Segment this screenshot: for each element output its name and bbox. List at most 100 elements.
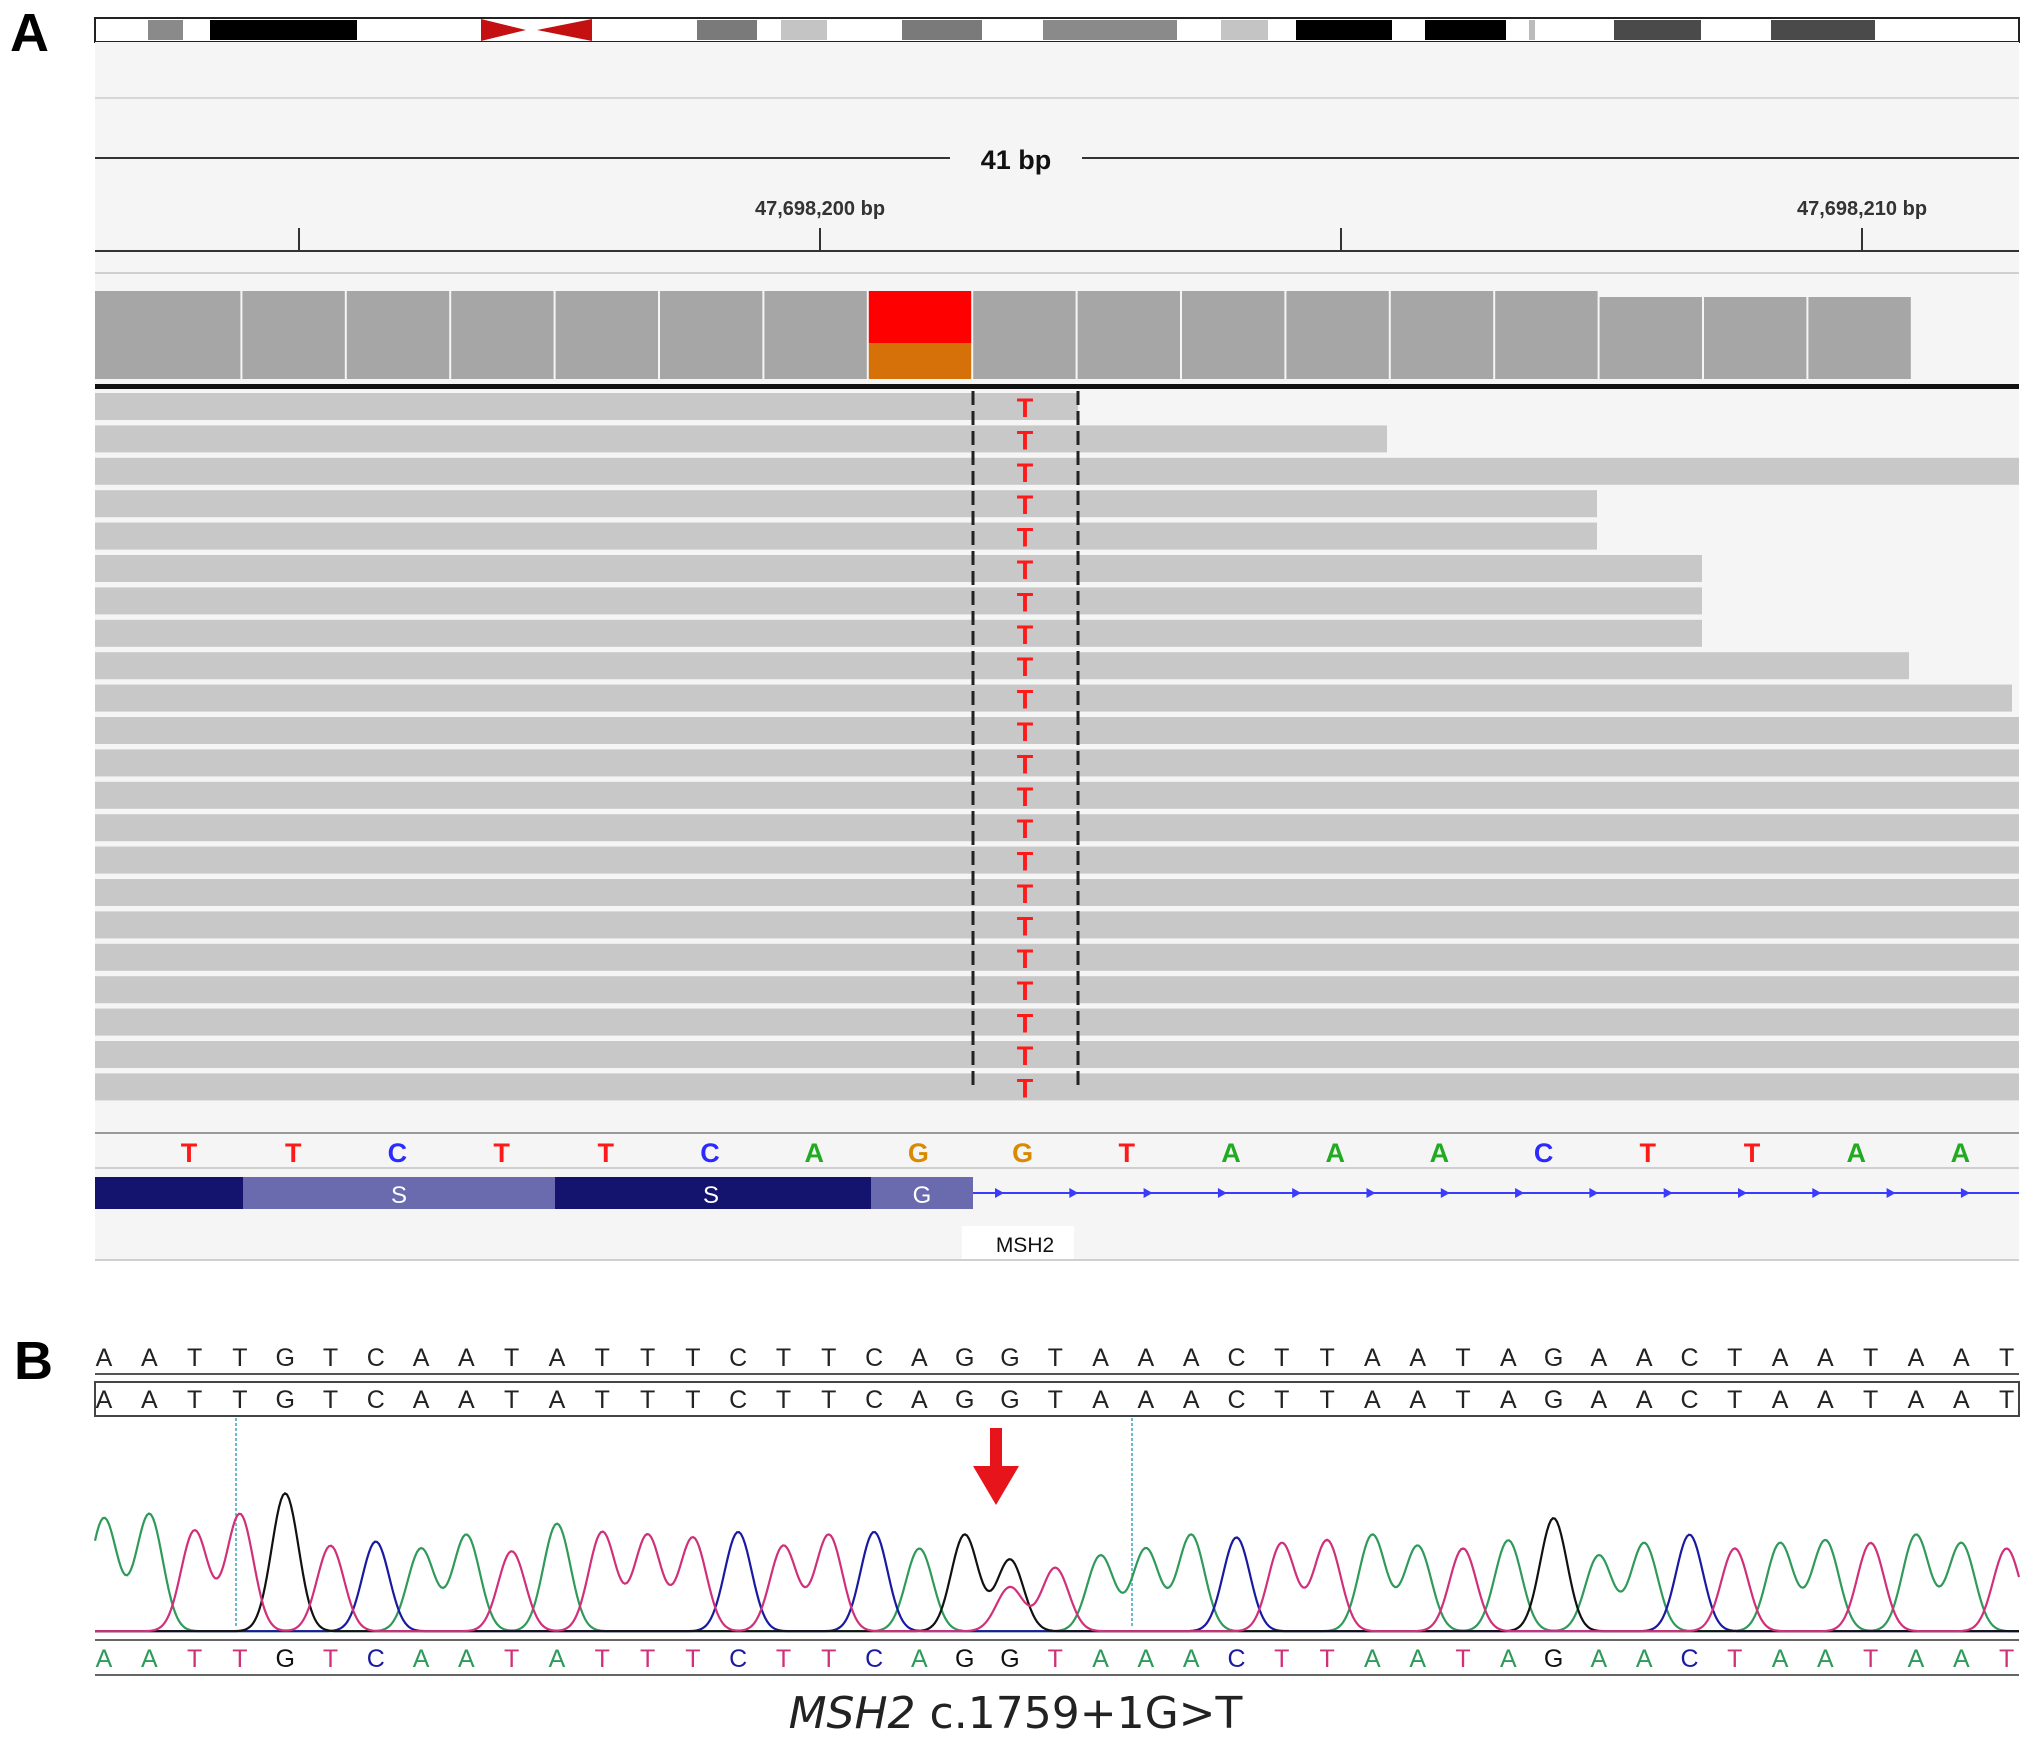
called-base: G <box>955 1645 974 1673</box>
called-base: G <box>275 1645 294 1673</box>
reference-base: A <box>1772 1344 1789 1372</box>
read[interactable] <box>95 684 2012 712</box>
read[interactable] <box>95 587 1702 615</box>
called-base: T <box>232 1645 247 1673</box>
reference-base: T <box>1119 1138 1136 1168</box>
coverage-bar <box>555 291 658 379</box>
cytoband <box>697 20 757 40</box>
reference-base: T <box>821 1386 836 1414</box>
read[interactable] <box>95 457 2019 485</box>
read[interactable] <box>95 749 2019 777</box>
reference-base: G <box>275 1386 294 1414</box>
direction-arrow <box>1812 1188 1822 1198</box>
read[interactable] <box>95 393 1078 420</box>
reference-base: T <box>1319 1386 1334 1414</box>
reference-base: T <box>595 1344 610 1372</box>
coverage-bar <box>973 291 1076 379</box>
gene-track[interactable]: S S G MSH2 <box>95 1177 2019 1260</box>
mismatch-base: T <box>1017 685 1034 715</box>
mismatch-base: T <box>1017 944 1034 974</box>
read[interactable] <box>95 619 1702 647</box>
arrow-shaft <box>990 1428 1002 1470</box>
reference-base: A <box>911 1386 928 1414</box>
direction-arrow <box>1960 1188 1970 1198</box>
coverage-bar <box>451 291 554 379</box>
reference-base: A <box>1817 1344 1834 1372</box>
reference-base: C <box>367 1386 385 1414</box>
gene-name-label: MSH2 <box>996 1234 1054 1257</box>
reference-base: A <box>911 1344 928 1372</box>
reference-base: C <box>700 1138 720 1168</box>
called-base: T <box>1048 1645 1063 1673</box>
read[interactable] <box>95 490 1597 518</box>
coverage-track[interactable] <box>95 291 1911 379</box>
reference-base: A <box>1636 1344 1653 1372</box>
coverage-bar <box>764 291 867 379</box>
reference-base: T <box>640 1386 655 1414</box>
read[interactable] <box>95 943 2019 971</box>
amino-acid-label: S <box>391 1182 407 1209</box>
read[interactable] <box>95 1008 2019 1036</box>
exon-codon-light <box>871 1177 973 1209</box>
read[interactable] <box>95 781 2019 809</box>
read[interactable] <box>95 717 2019 744</box>
coverage-bar <box>1808 297 1911 379</box>
reference-base: T <box>1640 1138 1657 1168</box>
reference-base: A <box>1183 1344 1200 1372</box>
called-base: T <box>1999 1645 2014 1673</box>
direction-arrow <box>1589 1188 1599 1198</box>
intron-direction-arrows <box>995 1188 1970 1198</box>
reference-base: T <box>504 1386 519 1414</box>
read[interactable] <box>95 522 1597 550</box>
called-base: A <box>1591 1645 1608 1673</box>
called-base: C <box>1680 1645 1698 1673</box>
coverage-bottom-border <box>95 384 2019 389</box>
called-base: A <box>1908 1645 1925 1673</box>
alignment-reads[interactable] <box>95 393 2019 1101</box>
cytoband <box>1221 20 1268 40</box>
called-base: T <box>1863 1645 1878 1673</box>
direction-arrow <box>1217 1188 1227 1198</box>
mismatch-base: T <box>1017 652 1034 682</box>
mismatch-base: T <box>1017 879 1034 909</box>
reference-base: T <box>776 1344 791 1372</box>
trace-T <box>95 1512 2021 1633</box>
reference-base: G <box>1544 1344 1563 1372</box>
read[interactable] <box>95 1073 2019 1101</box>
read[interactable] <box>95 555 1702 582</box>
mismatch-base: T <box>1017 587 1034 617</box>
read[interactable] <box>95 425 1387 453</box>
direction-arrow <box>1886 1188 1896 1198</box>
read[interactable] <box>95 814 2019 842</box>
reference-base: A <box>1138 1344 1155 1372</box>
reference-base: T <box>232 1344 247 1372</box>
called-base: A <box>1092 1645 1109 1673</box>
read[interactable] <box>95 1041 2019 1068</box>
coverage-bar <box>95 291 138 379</box>
reference-base: A <box>1636 1386 1653 1414</box>
reference-base: T <box>1727 1344 1742 1372</box>
read[interactable] <box>95 976 2019 1004</box>
read[interactable] <box>95 879 2019 906</box>
read[interactable] <box>95 846 2019 874</box>
tick-label-210: 47,698,210 bp <box>1797 198 1927 220</box>
reference-base: A <box>1817 1386 1834 1414</box>
mismatch-base: T <box>1017 393 1034 423</box>
trace-G <box>95 1491 2019 1633</box>
reference-base: G <box>1000 1386 1019 1414</box>
reference-base: A <box>96 1344 113 1372</box>
read[interactable] <box>95 911 2019 939</box>
reference-base: T <box>1863 1386 1878 1414</box>
span-label: 41 bp <box>981 145 1052 175</box>
read[interactable] <box>95 652 1909 680</box>
mismatch-base: T <box>1017 749 1034 779</box>
chromatogram-traces[interactable] <box>93 1491 2021 1633</box>
called-base: G <box>1544 1645 1563 1673</box>
called-base: C <box>1227 1645 1245 1673</box>
called-base: C <box>729 1645 747 1673</box>
coverage-bar-ref <box>868 343 972 379</box>
chromosome-ideogram[interactable] <box>94 17 2020 43</box>
reference-base: A <box>1846 1138 1866 1168</box>
